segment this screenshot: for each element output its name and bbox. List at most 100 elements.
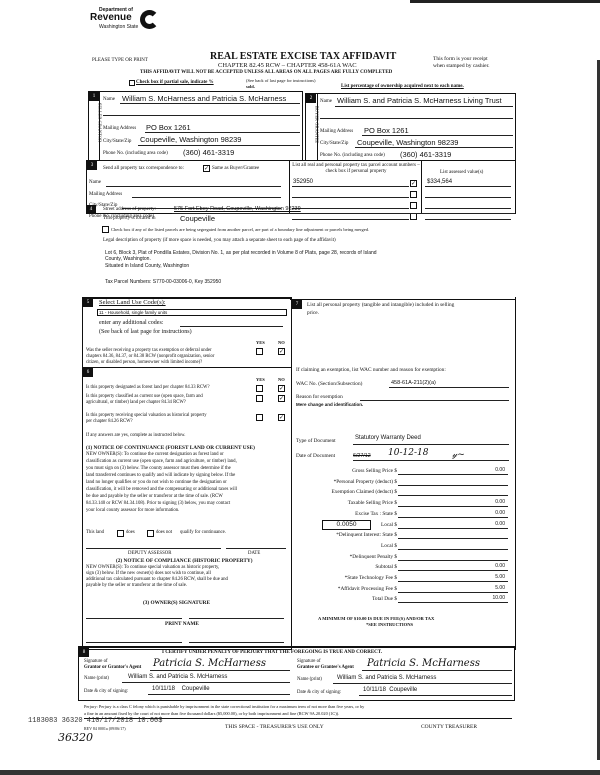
tax-row-value[interactable]: 0.00 xyxy=(495,467,505,473)
buyer-addr-field[interactable]: PO Box 1261 xyxy=(364,126,409,135)
assessor-signature-line[interactable] xyxy=(86,548,221,549)
historic-yes-checkbox[interactable] xyxy=(256,414,263,421)
receipt-1: This form is your receipt xyxy=(433,56,488,62)
forest-yes-checkbox[interactable] xyxy=(256,385,263,392)
docdate-field[interactable]: 10-12-18 xyxy=(388,448,429,458)
tax-row-value[interactable]: 5.00 xyxy=(495,574,505,580)
land-use-code-select[interactable]: 11 - Household, single family units xyxy=(97,309,287,316)
personal-property-checkbox[interactable]: ✓ xyxy=(410,180,417,187)
grantee-sig-label: Signature of xyxy=(297,659,321,664)
tax-row-line xyxy=(398,516,508,518)
tax-row-value[interactable]: 0.00 xyxy=(495,520,505,527)
additional-codes-input[interactable] xyxy=(180,326,283,327)
street-field[interactable]: 575 Fort Ebey Road, Coupeville, Washingt… xyxy=(174,206,301,212)
current-use-no-checkbox[interactable]: ✓ xyxy=(278,395,285,402)
corr-name-line[interactable] xyxy=(106,186,281,187)
forest-no-checkbox[interactable]: ✓ xyxy=(278,385,285,392)
seller-addr-field[interactable]: PO Box 1261 xyxy=(146,123,191,132)
notice-2-line: NEW OWNER(S): To continue special valuat… xyxy=(86,565,220,570)
tax-row-value[interactable]: 5.00 xyxy=(495,584,505,591)
reason-line[interactable] xyxy=(360,400,509,401)
seller-phone-field[interactable]: (360) 461-3319 xyxy=(183,148,235,157)
tax-row-value[interactable]: 10.00 xyxy=(492,595,505,602)
print-name-line-1[interactable] xyxy=(86,642,182,643)
buyer-city-field[interactable]: Coupeville, Washington 98239 xyxy=(357,138,459,147)
personal-property-checkbox[interactable] xyxy=(410,202,417,209)
partial-sale-checkbox[interactable] xyxy=(129,80,135,86)
tax-row-label: *Delinquent Interest: State $ xyxy=(336,532,397,539)
parcel-number-field[interactable]: 352950 xyxy=(293,179,314,185)
buyer-addr-line xyxy=(362,135,513,136)
grantor-name-field[interactable]: William S. and Patricia S. McHarness xyxy=(128,674,228,680)
personal-property-checkbox[interactable] xyxy=(410,191,417,198)
grantee-date-label: Date & city of signing: xyxy=(297,690,342,695)
receipt-2: when stamped by cashier. xyxy=(433,63,490,69)
seller-phone-label: Phone No. (including area code) xyxy=(103,151,168,156)
corr-city-line[interactable] xyxy=(122,208,281,209)
legal-line-3: Situated in Island County, Washington xyxy=(105,263,190,269)
section-6-badge: 6 xyxy=(83,368,93,377)
segregated-checkbox[interactable] xyxy=(102,226,109,233)
tax-row-label: Local $ xyxy=(380,521,397,528)
parcel-number-line xyxy=(292,186,409,187)
current-use-q-2: agricultural, or timber) land per chapte… xyxy=(86,400,186,405)
same-as-buyer-checkbox[interactable]: ✓ xyxy=(203,165,210,172)
print-name-line-2[interactable] xyxy=(189,642,284,643)
grantor-date-line xyxy=(148,694,290,695)
located-field[interactable]: Coupeville xyxy=(180,214,216,223)
form-title: REAL ESTATE EXCISE TAX AFFIDAVIT xyxy=(210,51,397,62)
grantor-name-line xyxy=(122,682,290,683)
no-header-2: NO xyxy=(278,377,285,382)
notice-1-line: be due and payable by the seller or tran… xyxy=(86,494,223,499)
section-1-badge: 1 xyxy=(89,92,99,101)
tax-row-value[interactable]: 0.00 xyxy=(495,509,505,516)
wac-field[interactable]: 458-61A-211(2)(a) xyxy=(391,380,436,386)
grantee-name-field[interactable]: William S. and Patricia S. McHarness xyxy=(337,675,437,681)
tax-row-label: Subtotal $ xyxy=(375,564,397,571)
grantor-date-field[interactable]: 10/11/18 Coupeville xyxy=(152,686,210,692)
tax-row-value[interactable]: 0.00 xyxy=(495,499,505,506)
legal-label: Legal description of property (if more s… xyxy=(103,238,336,243)
tax-row-value[interactable]: 0.00 xyxy=(495,563,505,570)
buyer-phone-field[interactable]: (360) 461-3319 xyxy=(400,150,452,159)
personal-property-checkbox[interactable] xyxy=(410,213,417,220)
tax-row-label: *Personal Property (deduct) $ xyxy=(333,478,397,485)
grantor-signature[interactable]: Patricia S. McHarness xyxy=(153,658,266,669)
does-not-checkbox[interactable] xyxy=(147,530,154,537)
yes-header-1: YES xyxy=(256,340,265,345)
buyer-name-line xyxy=(335,106,513,107)
does-not-label: does not xyxy=(156,530,173,535)
exempt-no-checkbox[interactable]: ✓ xyxy=(278,348,285,355)
perjury-line-1: Perjury: Perjury is a class C felony whi… xyxy=(84,704,365,709)
assessed-value-field[interactable]: $334,564 xyxy=(427,179,453,185)
corr-addr-label: Mailing Address xyxy=(89,192,123,197)
assessor-date-line[interactable] xyxy=(226,548,286,549)
buyer-name-field[interactable]: William S. and Patricia S. McHarness Liv… xyxy=(337,96,502,105)
print-name-label: PRINT NAME xyxy=(165,621,199,627)
doctype-field[interactable]: Statutory Warranty Deed xyxy=(355,435,421,441)
please-type: PLEASE TYPE OR PRINT xyxy=(92,58,148,63)
tax-row-line xyxy=(398,474,508,475)
corr-addr-line[interactable] xyxy=(132,197,281,198)
notice-1-title: (1) NOTICE OF CONTINUANCE (FOREST LAND O… xyxy=(86,445,255,451)
tax-rate-box[interactable]: 0.0050 xyxy=(322,520,371,530)
does-checkbox[interactable] xyxy=(117,530,124,537)
grantee-date-field[interactable]: 10/11/18 Coupeville xyxy=(363,687,418,693)
logo-revenue: Revenue xyxy=(90,12,132,23)
seller-name-field[interactable]: William S. McHarness and Patricia S. McH… xyxy=(122,94,287,103)
current-use-yes-checkbox[interactable] xyxy=(256,395,263,402)
owner-signature-line-1[interactable] xyxy=(86,618,182,619)
tax-row-label: Gross Selling Price $ xyxy=(352,468,397,474)
grantor-date-label: Date & city of signing: xyxy=(84,689,129,694)
seller-city-field[interactable]: Coupeville, Washington 98239 xyxy=(140,135,242,144)
exempt-yes-checkbox[interactable] xyxy=(256,348,263,355)
wac-label: WAC No. (Section/Subsection) xyxy=(296,381,363,387)
legal-line-2: County, Washington. xyxy=(105,256,151,262)
correspondence-label: Send all property tax correspondence to: xyxy=(103,166,184,171)
owner-signature-line-2[interactable] xyxy=(189,618,284,619)
street-label: Street address of property: xyxy=(103,207,156,212)
tax-row-line xyxy=(398,591,508,593)
reason-field: Mere change and identification. xyxy=(296,402,364,407)
historic-no-checkbox[interactable]: ✓ xyxy=(278,414,285,421)
grantee-signature[interactable]: Patricia S. McHarness xyxy=(367,658,480,669)
